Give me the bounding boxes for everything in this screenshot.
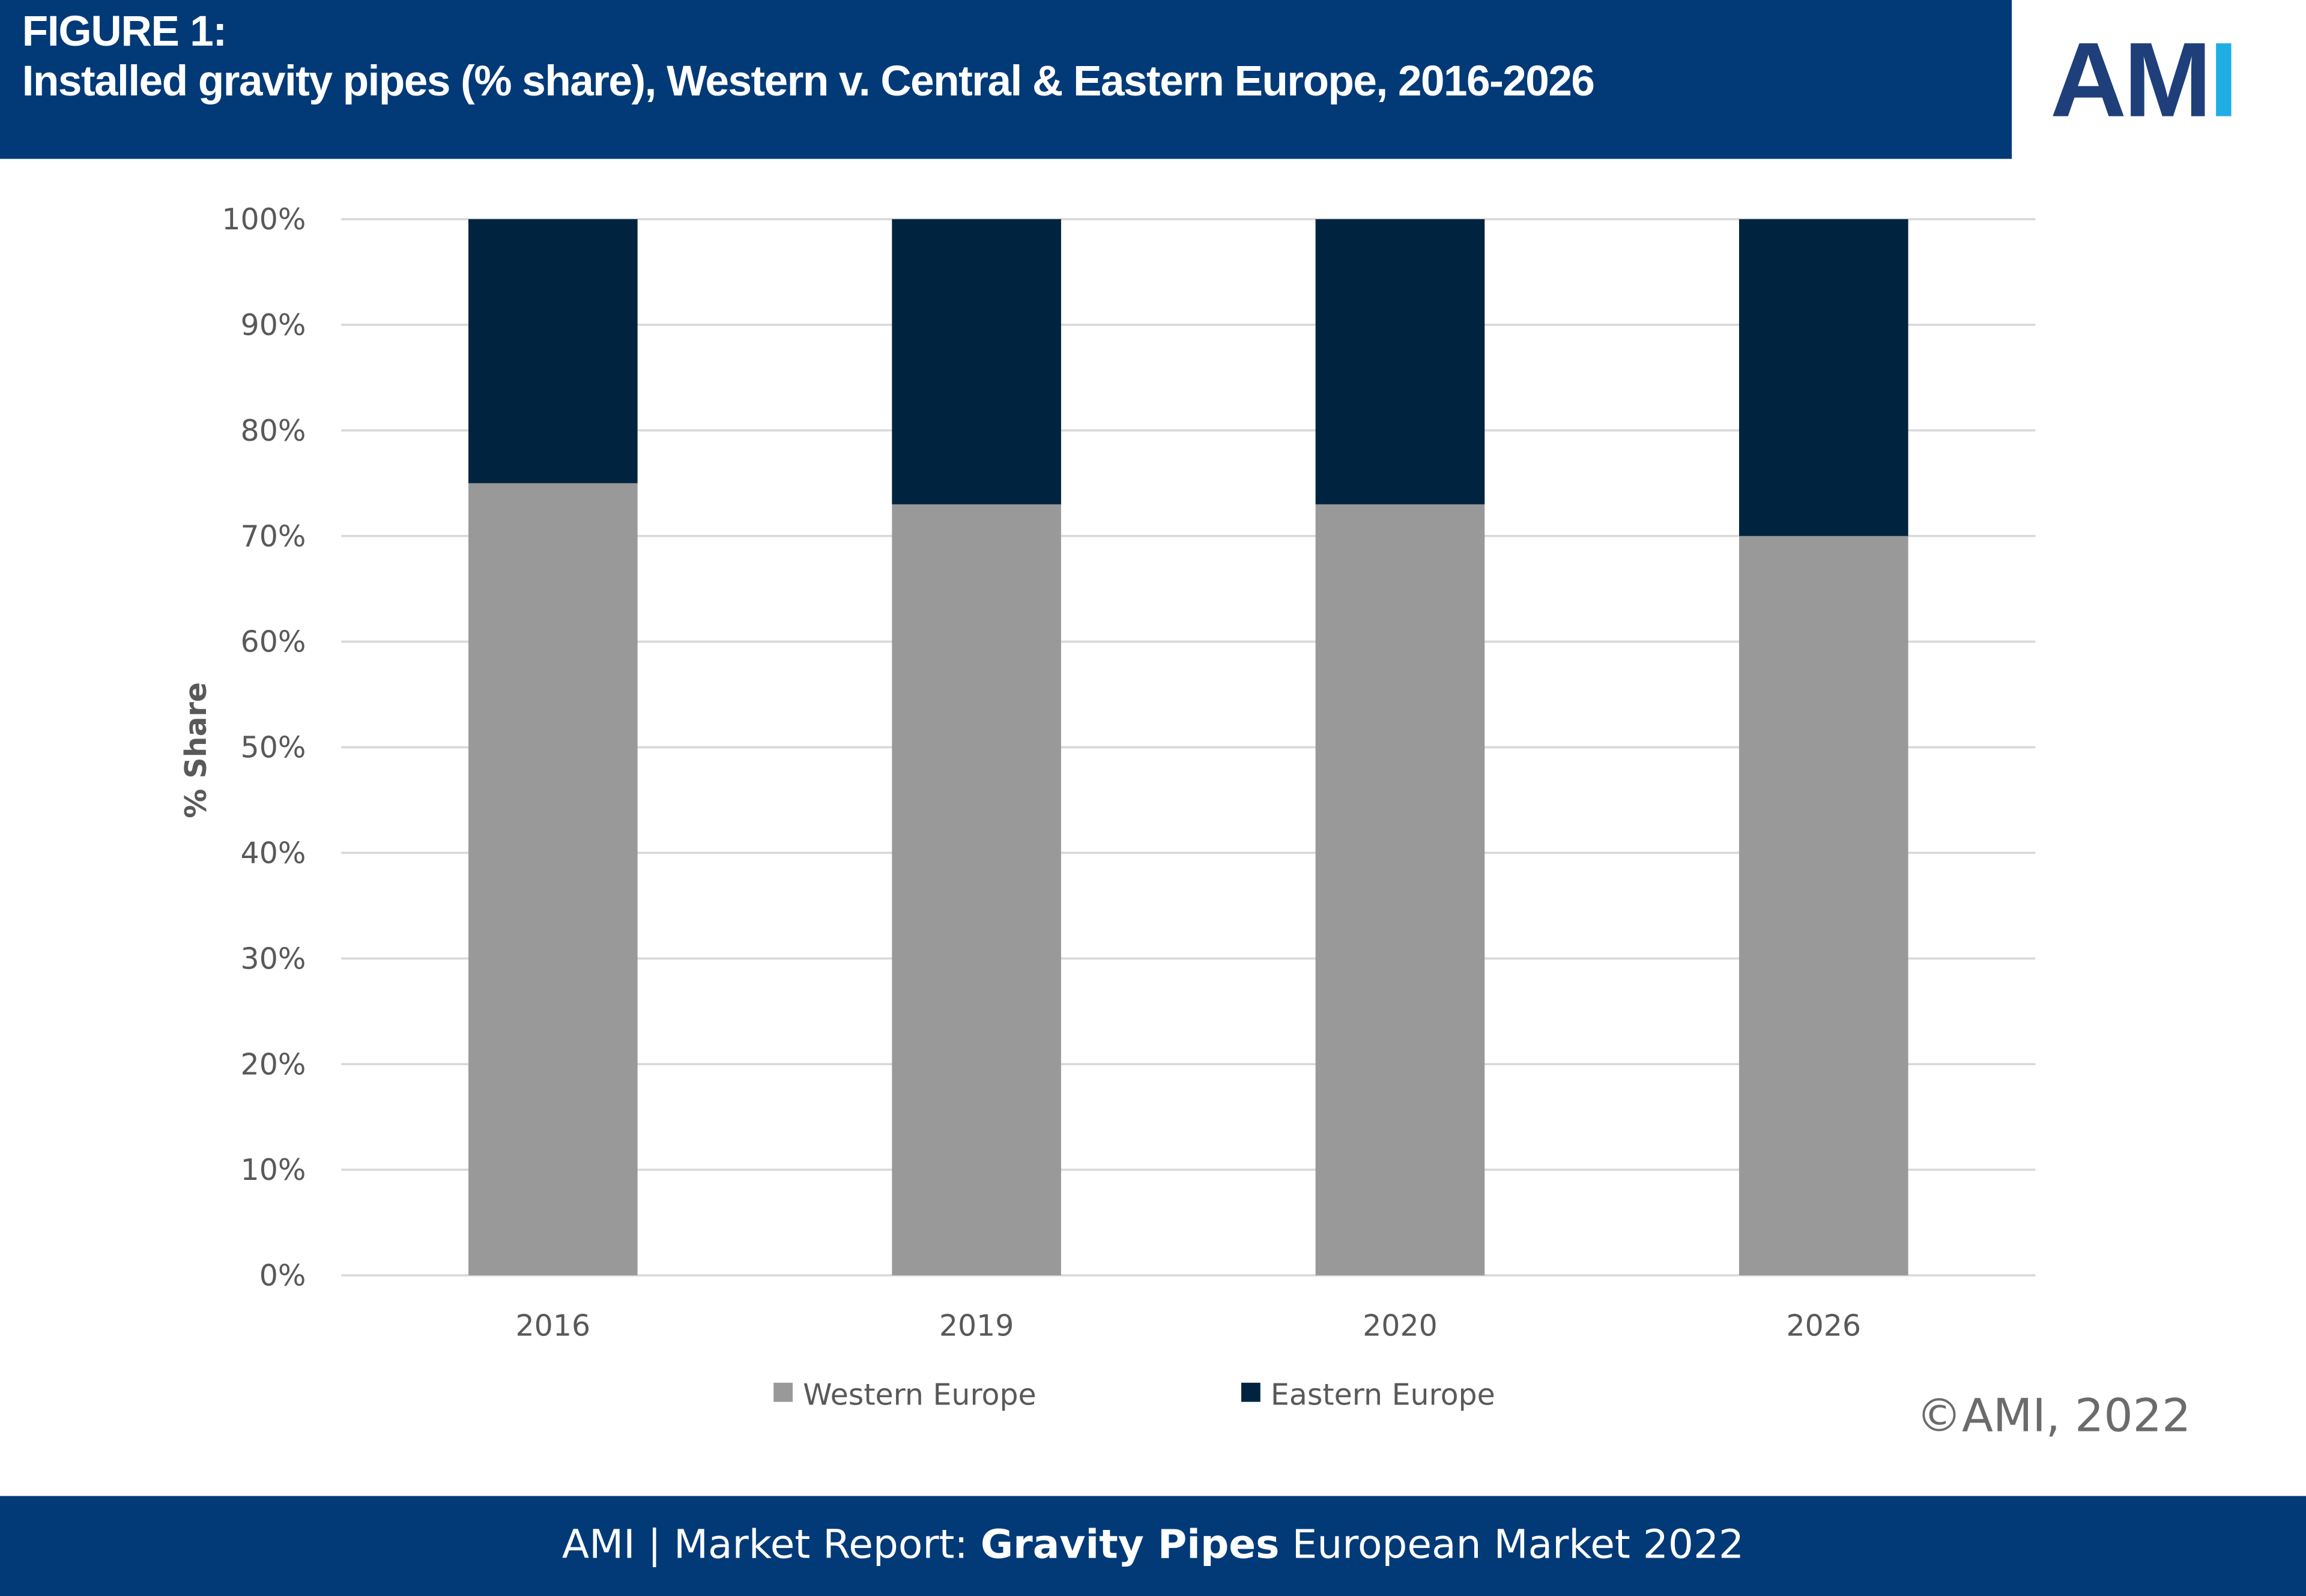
y-tick-label: 100% <box>222 202 306 237</box>
bar-eastern-europe-2016 <box>468 219 638 483</box>
ami-logo-text: AMI <box>2050 20 2238 141</box>
ami-logo: AMI <box>2012 0 2306 159</box>
footer-report-name: Gravity Pipes <box>980 1522 1280 1568</box>
logo-text-dark: AM <box>2050 22 2212 140</box>
legend-label: Western Europe <box>803 1378 1036 1412</box>
bar-western-europe-2019 <box>892 504 1061 1275</box>
y-tick-label: 60% <box>241 625 306 659</box>
legend-label: Eastern Europe <box>1271 1378 1495 1412</box>
y-tick-label: 10% <box>241 1153 306 1187</box>
footer-bar: AMI | Market Report: Gravity Pipes Europ… <box>0 1496 2306 1596</box>
x-axis-ticks: 2016 2019 2020 2026 <box>516 1308 1862 1343</box>
footer-prefix: AMI | Market Report: <box>561 1522 968 1568</box>
stacked-bar-chart: 0%10%20%30%40%50%60%70%80%90%100% 2016 20… <box>179 202 2036 1412</box>
y-axis-ticks: 0% 10% 20% 30% 40% 50% 60% 70% 80% 90% 100% <box>222 202 306 1293</box>
legend-swatch-eastern-europe <box>1241 1382 1260 1402</box>
x-tick-label: 2016 <box>516 1308 591 1343</box>
x-tick-label: 2019 <box>939 1308 1014 1343</box>
y-tick-label: 90% <box>241 308 306 342</box>
figure-title: Installed gravity pipes (% share), Weste… <box>22 58 1595 106</box>
legend-swatch-western-europe <box>773 1382 793 1402</box>
bar-eastern-europe-2019 <box>892 219 1061 504</box>
x-tick-label: 2020 <box>1363 1308 1438 1343</box>
y-tick-label: 70% <box>241 519 306 554</box>
y-tick-label: 30% <box>241 942 306 976</box>
bar-western-europe-2016 <box>468 483 638 1275</box>
figure-header: FIGURE 1: Installed gravity pipes (% sha… <box>0 0 2012 159</box>
logo-text-light: I <box>2209 22 2238 140</box>
y-tick-label: 40% <box>241 836 306 871</box>
legend: Western Europe Eastern Europe <box>773 1378 1495 1412</box>
y-tick-label: 20% <box>241 1047 306 1081</box>
copyright: ©AMI, 2022 <box>1916 1390 2191 1443</box>
bars <box>468 219 1908 1275</box>
figure-label: FIGURE 1: <box>22 8 227 56</box>
bar-eastern-europe-2020 <box>1315 219 1485 504</box>
bar-western-europe-2026 <box>1739 536 1908 1275</box>
y-axis-title: % Share <box>179 682 213 818</box>
bar-eastern-europe-2026 <box>1739 219 1908 536</box>
bar-western-europe-2020 <box>1315 504 1485 1275</box>
x-tick-label: 2026 <box>1786 1308 1861 1343</box>
y-tick-label: 0% <box>259 1259 306 1293</box>
y-tick-label: 80% <box>241 414 306 448</box>
footer-suffix: European Market 2022 <box>1292 1522 1745 1568</box>
y-tick-label: 50% <box>241 731 306 765</box>
